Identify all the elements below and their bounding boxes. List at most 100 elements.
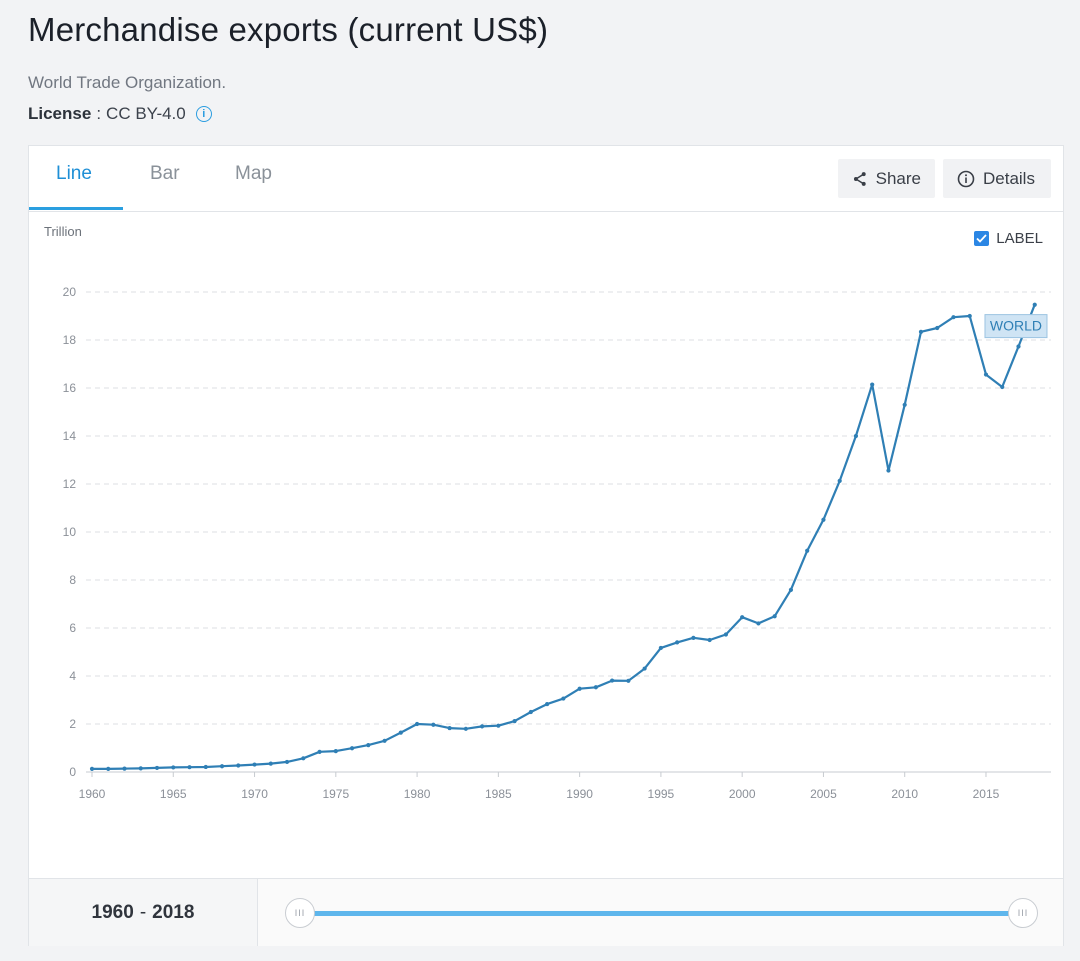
data-point bbox=[236, 763, 241, 768]
data-point bbox=[431, 722, 436, 727]
x-tick-label: 1985 bbox=[485, 787, 512, 801]
data-point bbox=[805, 548, 810, 553]
data-point bbox=[902, 402, 907, 407]
x-tick-label: 2015 bbox=[973, 787, 1000, 801]
x-tick-label: 1975 bbox=[322, 787, 349, 801]
details-info-icon bbox=[957, 170, 975, 187]
data-point bbox=[626, 678, 631, 683]
license-label: License bbox=[28, 104, 92, 123]
data-point bbox=[349, 746, 355, 751]
data-point bbox=[772, 614, 777, 619]
data-point bbox=[967, 313, 972, 319]
line-chart: Trillion 0 2 4 6 8 10 12 14 16 18 20 1960 1965 1970 197… bbox=[44, 224, 1051, 801]
data-point bbox=[983, 372, 989, 377]
data-point bbox=[951, 315, 956, 320]
data-point bbox=[414, 721, 420, 727]
data-point bbox=[1016, 344, 1021, 349]
details-button[interactable]: Details bbox=[943, 159, 1051, 198]
checkmark-icon bbox=[976, 234, 987, 243]
data-point bbox=[480, 724, 485, 729]
x-tick-label: 1980 bbox=[404, 787, 431, 801]
x-tick-label: 1965 bbox=[160, 787, 187, 801]
data-point bbox=[398, 730, 403, 735]
x-tick-label: 2000 bbox=[729, 787, 756, 801]
y-tick-label: 16 bbox=[63, 381, 77, 395]
data-point bbox=[317, 749, 322, 754]
data-point bbox=[496, 723, 501, 728]
data-point bbox=[284, 759, 290, 765]
source-text: World Trade Organization. bbox=[28, 73, 227, 92]
data-point bbox=[366, 743, 371, 748]
data-point bbox=[723, 632, 729, 637]
data-point bbox=[333, 749, 338, 754]
data-point bbox=[642, 666, 647, 671]
chart-area: LABEL Trillion 0 2 4 6 8 10 12 14 16 18 20 1960 1965 1… bbox=[29, 212, 1063, 878]
label-toggle[interactable]: LABEL bbox=[974, 230, 1043, 247]
data-point bbox=[138, 766, 143, 771]
data-point bbox=[171, 765, 176, 770]
data-point bbox=[577, 686, 582, 691]
range-readout: 1960 - 2018 bbox=[29, 879, 258, 946]
x-tick-label: 2010 bbox=[891, 787, 918, 801]
y-tick-label: 8 bbox=[69, 573, 76, 587]
series-label-box bbox=[984, 314, 1048, 339]
range-separator: - bbox=[139, 901, 147, 923]
license-line: License : CC BY-4.0 i bbox=[28, 104, 212, 124]
x-tick-label: 2005 bbox=[810, 787, 837, 801]
data-point bbox=[187, 765, 192, 770]
x-tick-label: 1990 bbox=[566, 787, 593, 801]
x-tick-label: 1970 bbox=[241, 787, 268, 801]
data-point bbox=[918, 329, 924, 334]
data-point bbox=[447, 725, 452, 731]
data-point bbox=[675, 640, 680, 645]
tab-line[interactable]: Line bbox=[56, 163, 92, 184]
range-slider-track[interactable] bbox=[300, 911, 1023, 916]
data-point bbox=[853, 433, 859, 439]
active-tab-indicator bbox=[29, 207, 123, 210]
data-point bbox=[89, 766, 95, 771]
y-tick-label: 18 bbox=[63, 333, 77, 347]
tab-bar: Line Bar Map Share Details bbox=[29, 146, 1063, 212]
data-point bbox=[382, 738, 387, 743]
range-slider-start-handle[interactable]: III bbox=[285, 898, 315, 928]
data-point bbox=[122, 766, 127, 771]
range-slider-end-handle[interactable]: III bbox=[1008, 898, 1038, 928]
page-title: Merchandise exports (current US$) bbox=[28, 11, 549, 48]
data-point bbox=[740, 615, 745, 620]
tab-map[interactable]: Map bbox=[235, 163, 272, 184]
y-tick-label: 10 bbox=[63, 525, 77, 539]
y-tick-label: 14 bbox=[63, 429, 77, 443]
license-separator: : bbox=[96, 104, 102, 123]
label-toggle-text: LABEL bbox=[996, 230, 1043, 247]
data-point bbox=[788, 587, 794, 592]
data-point bbox=[658, 645, 663, 651]
range-footer: 1960 - 2018 III III bbox=[29, 878, 1063, 946]
details-label: Details bbox=[983, 168, 1035, 188]
share-label: Share bbox=[875, 168, 921, 188]
range-start: 1960 bbox=[91, 901, 134, 923]
data-point bbox=[268, 761, 273, 766]
data-point bbox=[463, 726, 468, 731]
data-point bbox=[1032, 302, 1037, 307]
data-point bbox=[691, 635, 696, 640]
share-icon bbox=[853, 171, 866, 186]
tab-bar-chart[interactable]: Bar bbox=[150, 163, 180, 184]
y-axis-unit-label: Trillion bbox=[44, 224, 82, 239]
data-point bbox=[219, 764, 225, 769]
data-point bbox=[545, 701, 550, 707]
data-point bbox=[512, 719, 517, 724]
y-tick-label: 6 bbox=[69, 621, 76, 635]
y-tick-label: 2 bbox=[69, 717, 76, 731]
y-tick-label: 4 bbox=[69, 669, 76, 683]
data-point bbox=[821, 517, 826, 522]
chart-card: Line Bar Map Share Details bbox=[28, 145, 1064, 946]
series-label-world: WORLD bbox=[990, 318, 1042, 334]
x-tick-label: 1960 bbox=[79, 787, 106, 801]
share-button[interactable]: Share bbox=[838, 159, 935, 198]
data-point bbox=[593, 685, 598, 690]
label-checkbox[interactable] bbox=[974, 231, 990, 246]
info-icon[interactable]: i bbox=[195, 106, 212, 122]
header: Merchandise exports (current US$) bbox=[28, 10, 548, 50]
data-point bbox=[252, 762, 257, 767]
data-point bbox=[707, 637, 712, 643]
